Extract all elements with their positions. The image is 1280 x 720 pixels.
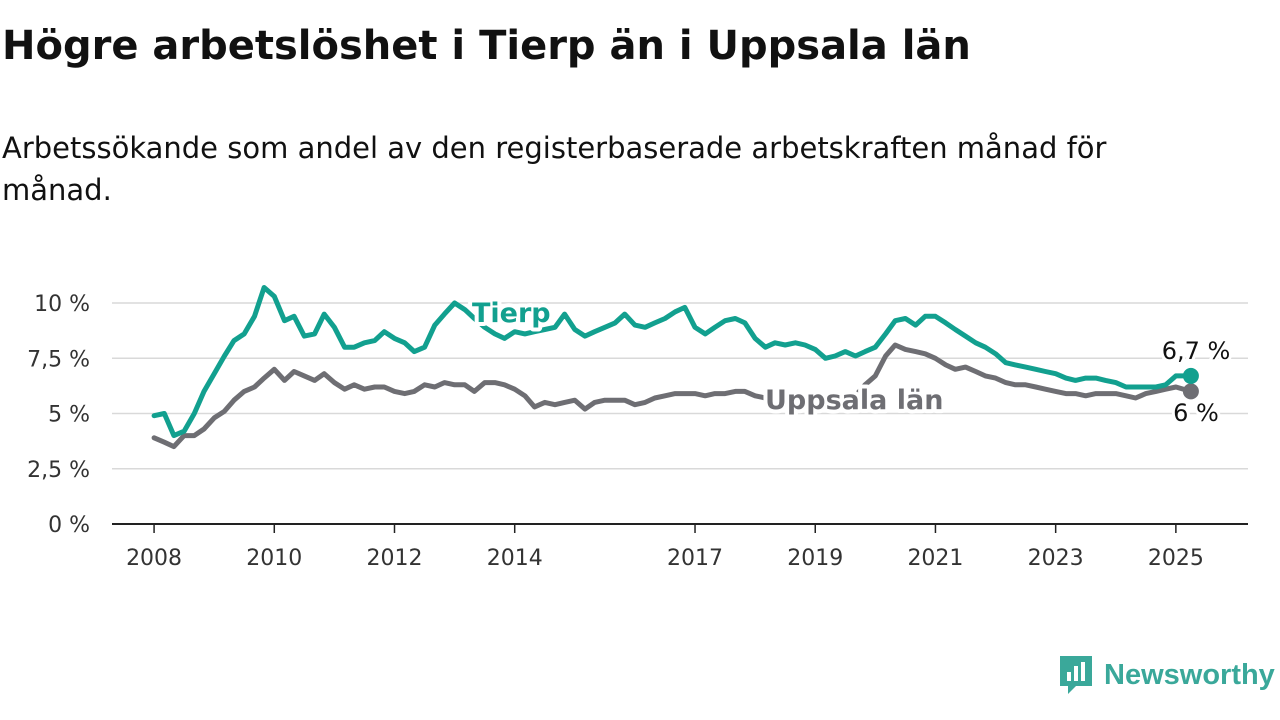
chart-title: Högre arbetslöshet i Tierp än i Uppsala … — [2, 23, 971, 69]
y-tick-label: 0 % — [48, 513, 90, 538]
y-tick-label: 5 % — [48, 403, 90, 428]
end-value-label-uppsala-lan: 6 % — [1173, 399, 1219, 427]
axes: 0 % 2,5 % 5 % 7,5 % 10 % 2008 2010 2012 2014 2017… — [27, 292, 1248, 571]
y-tick-label: 10 % — [34, 292, 90, 317]
series-label-uppsala-lan: Uppsala län — [765, 385, 943, 416]
x-tick-label: 2012 — [366, 546, 422, 571]
x-tick-label: 2019 — [787, 546, 843, 571]
series-line-tierp — [151, 285, 1194, 439]
brand-logo: Newsworthy — [1058, 654, 1275, 696]
series-lines — [151, 285, 1199, 450]
x-tick-label: 2008 — [126, 546, 182, 571]
x-tick-label: 2023 — [1028, 546, 1084, 571]
x-tick-label: 2025 — [1148, 546, 1204, 571]
series-labels: Tierp Uppsala län 6,7 % 6 % — [468, 294, 1233, 430]
series-end-point — [1182, 383, 1199, 400]
series-end-point — [1182, 367, 1199, 384]
series-label-tierp: Tierp — [472, 298, 551, 329]
gridlines — [112, 302, 1248, 470]
chart-subtitle: Arbetssökande som andel av den registerb… — [2, 131, 1107, 208]
newsworthy-bar-chart-icon — [1060, 656, 1092, 694]
end-value-label-tierp: 6,7 % — [1162, 337, 1231, 365]
x-tick-label: 2017 — [667, 546, 723, 571]
x-tick-label: 2014 — [487, 546, 543, 571]
series-line-uppsala-l-n — [151, 342, 1194, 450]
x-tick-label: 2021 — [907, 546, 963, 571]
brand-name: Newsworthy — [1104, 658, 1275, 691]
x-tick-label: 2010 — [246, 546, 302, 571]
y-tick-label: 2,5 % — [27, 458, 90, 483]
y-tick-label: 7,5 % — [27, 347, 90, 372]
